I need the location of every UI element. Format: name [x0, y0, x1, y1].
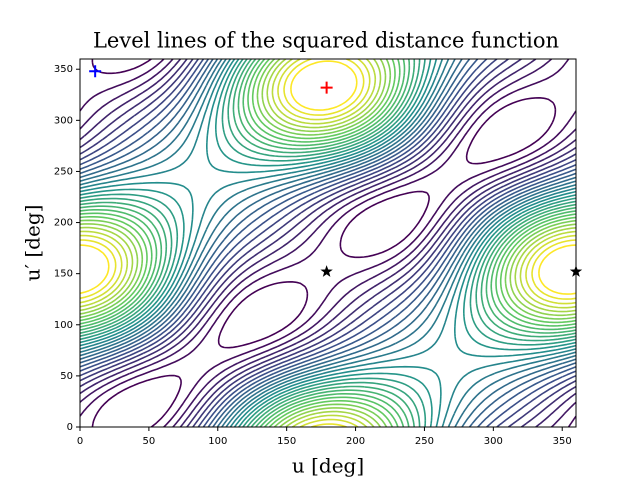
y-tick-label: 350: [54, 64, 73, 75]
contour-line: [80, 59, 576, 427]
star-marker: [569, 265, 583, 277]
plus-marker: [320, 81, 333, 94]
contour-line: [80, 59, 576, 427]
contour-line: [80, 59, 576, 427]
contour-line: [80, 59, 576, 427]
star-marker: [320, 265, 333, 277]
y-tick-label: 250: [54, 166, 73, 177]
plot-area: [80, 59, 576, 427]
x-tick-label: 0: [77, 436, 83, 447]
plus-marker: [89, 65, 102, 78]
x-tick-label: 50: [143, 436, 156, 447]
x-tick-label: 200: [346, 436, 365, 447]
contour-line: [80, 59, 576, 427]
contour-line: [80, 59, 576, 427]
contour-line: [80, 59, 576, 427]
axes-frame: [79, 58, 577, 428]
x-tick-label: 300: [484, 436, 503, 447]
x-tick-label: 150: [277, 436, 296, 447]
contour-line: [80, 59, 576, 427]
contour-line: [80, 59, 576, 427]
x-tick-label: 250: [415, 436, 434, 447]
contour-line: [80, 59, 576, 427]
y-tick-label: 0: [67, 422, 73, 433]
contour-line: [80, 59, 576, 427]
contour-line: [80, 59, 576, 427]
x-tick-label: 350: [553, 436, 572, 447]
contour-line: [80, 59, 576, 427]
contour-line: [80, 59, 576, 427]
contour-line: [80, 59, 576, 427]
contour-line: [80, 59, 576, 427]
contour-line: [80, 59, 576, 427]
x-tick-label: 100: [208, 436, 227, 447]
contour-line: [91, 59, 557, 427]
contour-line: [80, 59, 576, 427]
y-tick-label: 150: [54, 269, 73, 280]
contour-line: [80, 59, 576, 427]
y-tick-label: 50: [60, 371, 73, 382]
y-tick-label: 200: [54, 218, 73, 229]
contour-line: [80, 59, 576, 427]
y-axis-label: u′ [deg]: [21, 205, 45, 282]
y-tick-label: 300: [54, 115, 73, 126]
y-tick-label: 100: [54, 320, 73, 331]
contour-line: [80, 59, 576, 427]
chart-title: Level lines of the squared distance func…: [93, 29, 559, 53]
contour-line: [80, 59, 576, 427]
x-axis-label: u [deg]: [292, 454, 364, 478]
